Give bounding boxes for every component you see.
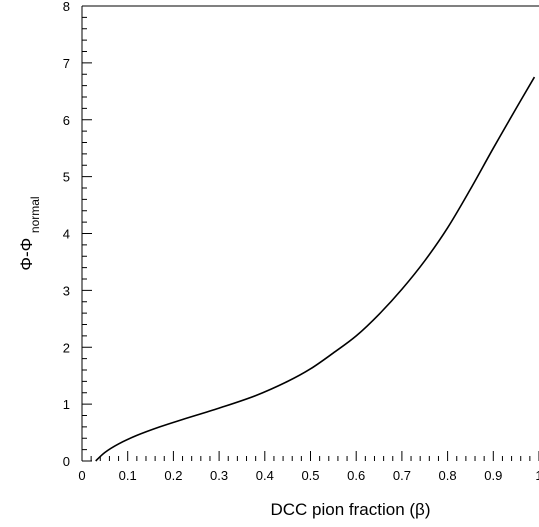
y-tick-label: 6 xyxy=(63,113,70,128)
y-tick-label: 3 xyxy=(63,283,70,298)
x-tick-label: 0.1 xyxy=(119,468,137,483)
y-tick-label: 5 xyxy=(63,170,70,185)
x-tick-label: 0.7 xyxy=(393,468,411,483)
y-tick-label: 4 xyxy=(63,227,70,242)
y-tick-label: 1 xyxy=(63,397,70,412)
x-tick-label: 0.3 xyxy=(210,468,228,483)
plot-frame xyxy=(81,5,539,461)
series-layer xyxy=(95,76,536,462)
y-axis-label: Φ-Φ normal xyxy=(17,196,42,270)
x-tick-label: 0 xyxy=(78,468,85,483)
x-axis: 0 0.1 0.2 0.3 0.4 0.5 0.6 0.7 0.8 0.9 1 xyxy=(78,451,539,483)
x-tick-label: 0.2 xyxy=(164,468,182,483)
y-tick-label: 7 xyxy=(63,56,70,71)
x-axis-label: DCC pion fraction (β) xyxy=(271,500,431,519)
x-tick-label: 0.9 xyxy=(484,468,502,483)
series-line xyxy=(95,76,536,462)
x-tick-label: 0.4 xyxy=(256,468,274,483)
y-tick-label: 8 xyxy=(63,0,70,14)
y-tick-label: 2 xyxy=(63,340,70,355)
y-axis-label-subscript: normal xyxy=(28,196,42,233)
x-tick-label: 0.8 xyxy=(439,468,457,483)
y-tick-label: 0 xyxy=(63,454,70,469)
y-axis: 0 1 2 3 4 5 6 7 8 xyxy=(63,0,92,469)
x-tick-label: 0.5 xyxy=(301,468,319,483)
x-tick-label: 0.6 xyxy=(347,468,365,483)
x-tick-label: 1 xyxy=(535,468,539,483)
y-axis-label-main: Φ-Φ xyxy=(17,238,36,271)
